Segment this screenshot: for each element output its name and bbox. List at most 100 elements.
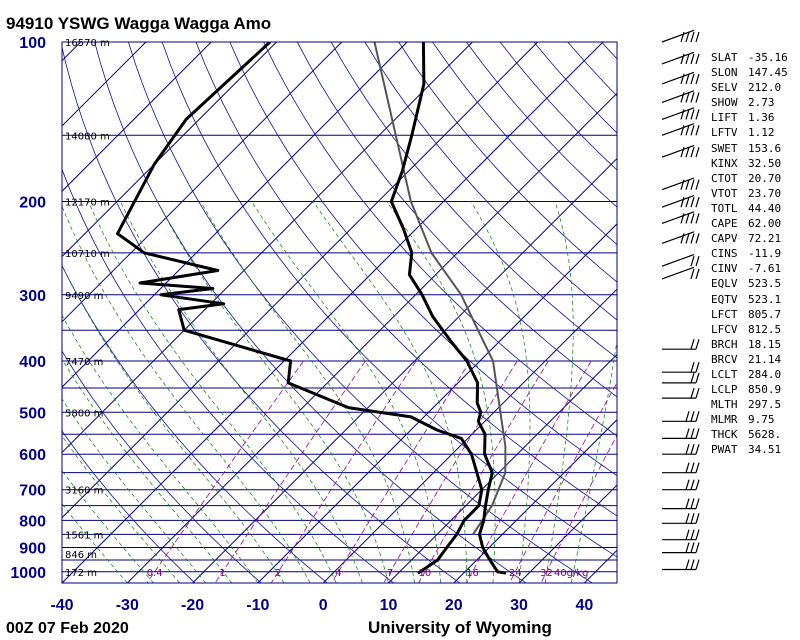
height-label: 12170 m: [65, 197, 110, 208]
index-value: 1.36: [748, 111, 775, 125]
dry-adiabat: [195, 42, 617, 517]
moist-adiabat: [62, 435, 180, 583]
dry-adiabat: [364, 42, 617, 321]
index-value: 20.70: [748, 171, 782, 185]
temperature-profile: [389, 42, 507, 575]
index-row: MLMR 9.75: [711, 412, 795, 427]
index-name: CAPE: [711, 217, 738, 231]
dry-adiabat: [398, 42, 617, 283]
index-name: SELV: [711, 81, 738, 95]
isotherm-line: [126, 92, 617, 583]
index-name: BRCH: [711, 337, 738, 351]
dry-adiabat: [62, 45, 461, 583]
moist-adiabat: [156, 201, 389, 583]
index-value: 5628.: [748, 428, 782, 442]
dry-adiabat: [229, 42, 617, 477]
index-name: LCLT: [711, 367, 738, 381]
isotherm-line: [322, 288, 617, 583]
index-row: BRCH 18.15: [711, 337, 795, 352]
height-label: 5800 m: [65, 408, 103, 419]
footer-date: 00Z 07 Feb 2020: [6, 620, 129, 637]
index-name: SHOW: [711, 96, 738, 110]
temperature-tick-label: -30: [116, 597, 139, 614]
mixing-ratio-line: [466, 360, 592, 583]
index-row: EQLV 523.5: [711, 276, 795, 291]
mixing-ratio-line: [418, 360, 549, 583]
wind-barb: [661, 195, 700, 208]
pressure-tick-label: 700: [19, 483, 46, 500]
moist-adiabat: [62, 398, 206, 583]
wind-barb: [662, 513, 700, 524]
index-value: 18.15: [748, 337, 782, 351]
isotherm-line: [62, 42, 604, 583]
index-name: EQLV: [711, 277, 738, 291]
index-row: SHOW 2.73: [711, 95, 795, 110]
wind-barb: [661, 266, 700, 280]
wind-barb: [661, 29, 700, 43]
moist-adiabat: [62, 470, 154, 583]
index-value: 21.14: [748, 352, 782, 366]
isotherm-line: [62, 42, 343, 323]
mixing-ratio-label: 0.4: [147, 568, 163, 579]
temperature-tick-label: 0: [319, 597, 328, 614]
index-name: PWAT: [711, 443, 738, 457]
moist-adiabat: [62, 205, 311, 583]
index-row: TOTL 44.40: [711, 201, 795, 216]
mixing-ratio-label: 40g/kg: [554, 568, 589, 579]
height-label: 16570 m: [65, 38, 110, 49]
height-label: 7470 m: [65, 357, 103, 368]
isotherm-line: [62, 42, 539, 519]
dry-adiabat: [62, 350, 262, 583]
index-row: BRCV 21.14: [711, 352, 795, 367]
index-name: CTOT: [711, 171, 738, 185]
index-value: 523.5: [748, 277, 782, 291]
wind-barb: [662, 444, 700, 455]
index-name: LFTV: [711, 126, 738, 140]
isotherm-line: [192, 157, 617, 583]
index-name: VTOT: [711, 186, 738, 200]
background-lines: [62, 42, 617, 583]
pressure-tick-label: 500: [19, 405, 46, 422]
mixing-ratio-line: [146, 360, 304, 583]
wind-barb: [662, 529, 700, 541]
index-row: SLON 147.45: [711, 65, 795, 80]
pressure-tick-label: 300: [19, 288, 46, 305]
wind-barb: [662, 411, 700, 422]
dry-adiabat: [62, 430, 196, 583]
index-name: LFCV: [711, 322, 738, 336]
mixing-ratio-label: 24: [509, 568, 522, 579]
index-name: LFCT: [711, 307, 738, 321]
index-value: -35.16: [748, 51, 788, 64]
index-name: LCLP: [711, 383, 738, 397]
wind-barb: [661, 51, 700, 65]
isotherm-line: [62, 42, 212, 192]
moist-adiabat: [251, 201, 442, 583]
index-name: CINS: [711, 247, 738, 261]
mixing-ratio-line: [540, 434, 617, 583]
moist-adiabat: [62, 358, 233, 583]
index-name: MLTH: [711, 398, 738, 412]
index-name: LIFT: [711, 111, 738, 125]
temperature-tick-label: -40: [50, 597, 73, 614]
index-value: 812.5: [748, 322, 782, 336]
wind-barb: [661, 211, 700, 224]
wind-barb: [662, 428, 700, 439]
index-row: LFTV 1.12: [711, 125, 795, 140]
index-value: 32.50: [748, 156, 782, 170]
wind-barb: [662, 479, 700, 491]
dry-adiabat: [128, 42, 593, 583]
mixing-ratio-label: 2: [275, 568, 281, 579]
mixing-ratio-label: 7: [387, 568, 393, 579]
index-row: LFCT 805.7: [711, 307, 795, 322]
dry-adiabat: [330, 42, 617, 359]
plot-frame: [61, 41, 618, 584]
index-value: 523.1: [748, 292, 782, 306]
index-row: KINX 32.50: [711, 156, 795, 171]
isotherm-line: [453, 419, 617, 583]
height-label: 3160 m: [65, 486, 103, 497]
moist-adiabat: [470, 201, 531, 583]
wind-barb: [662, 462, 700, 474]
mixing-ratio-line: [270, 360, 417, 583]
